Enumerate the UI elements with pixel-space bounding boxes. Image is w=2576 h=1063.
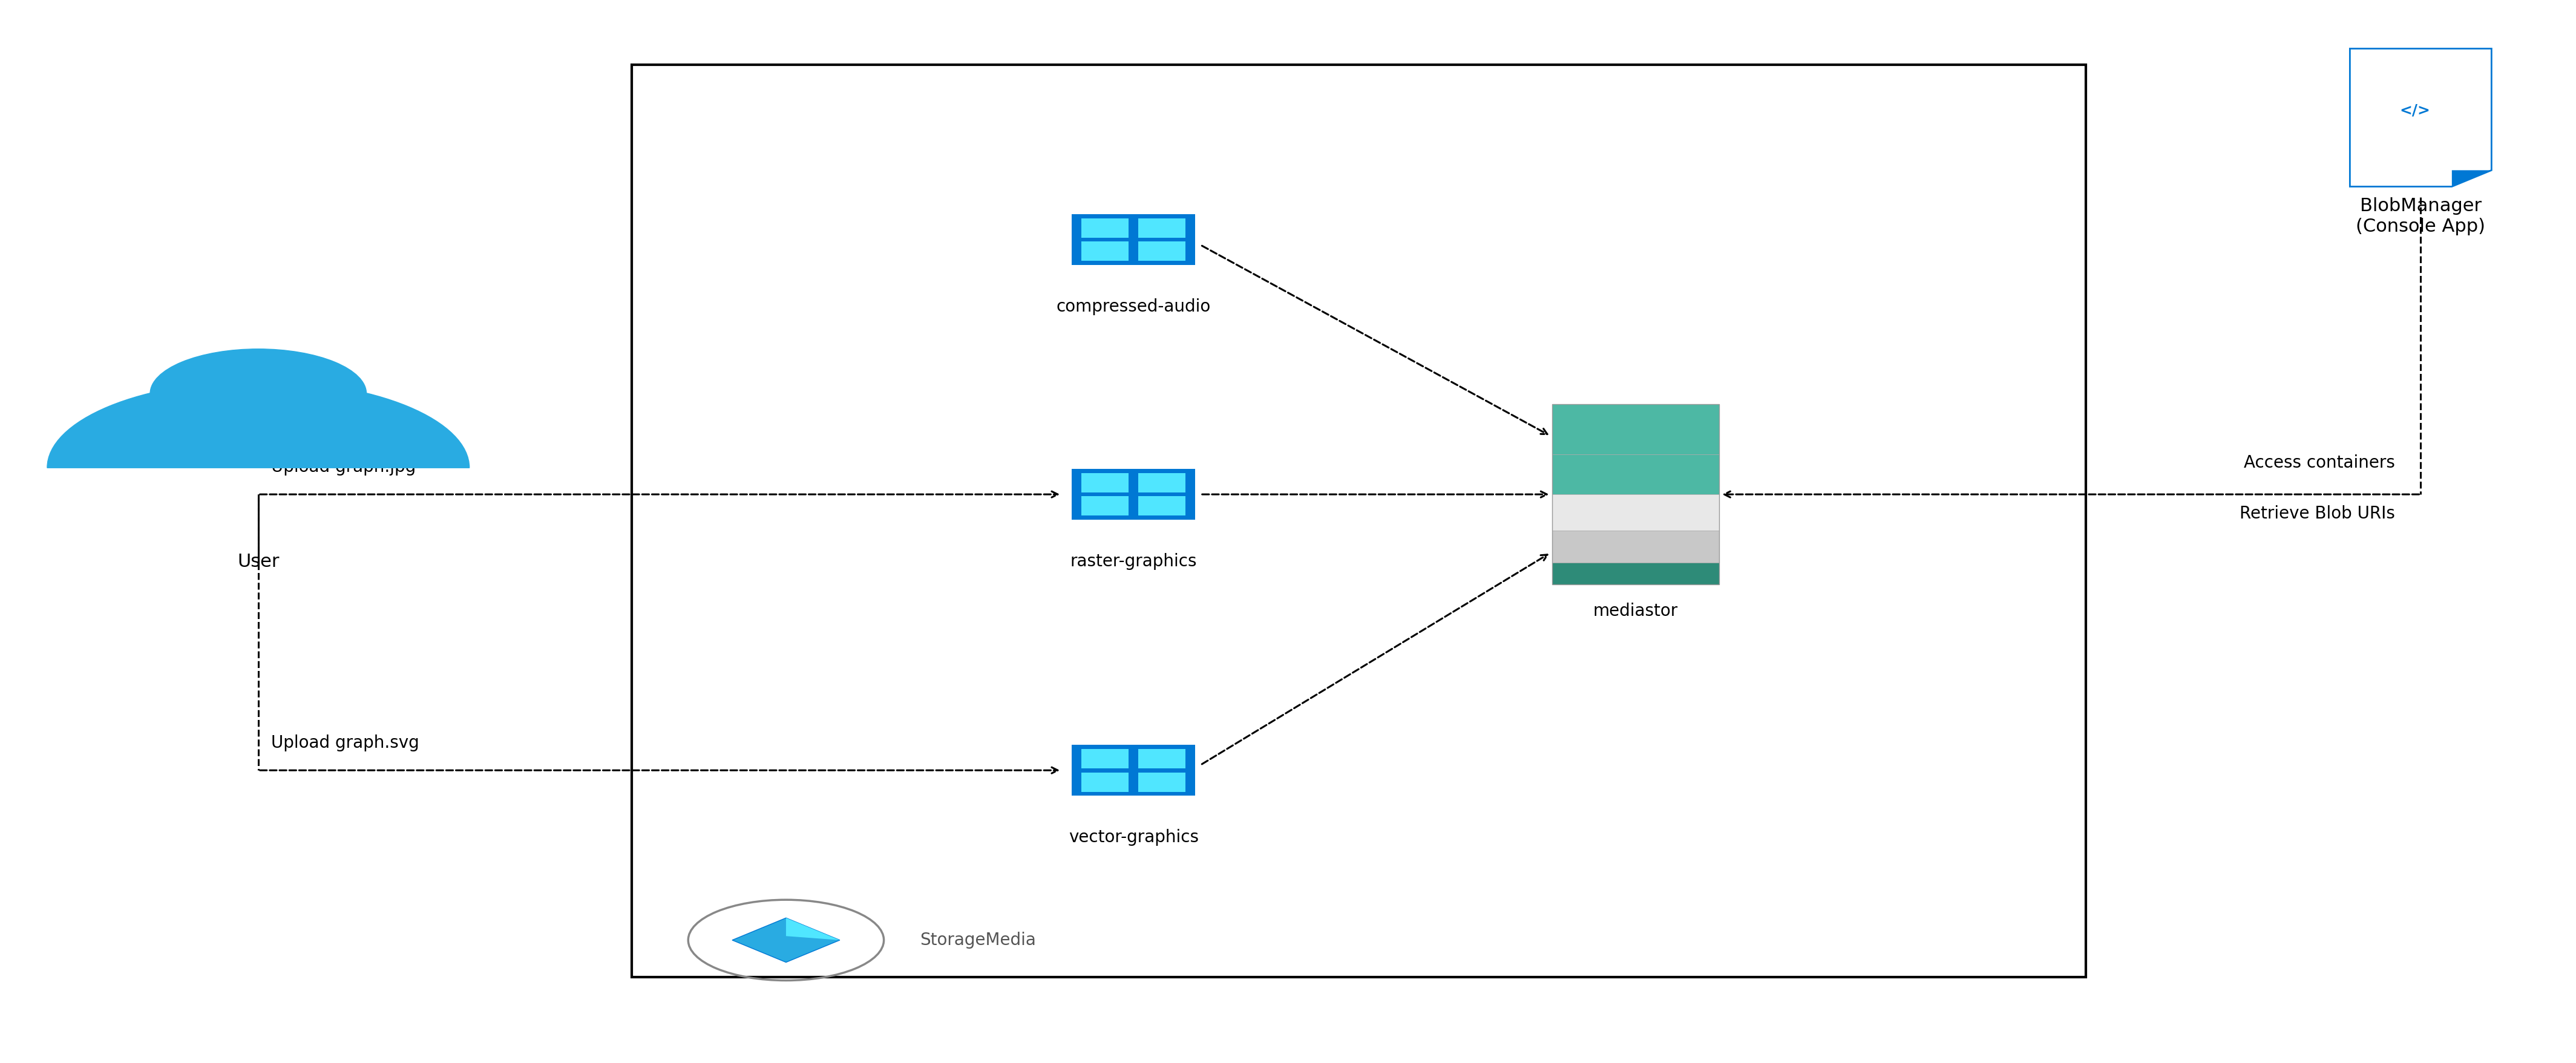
Bar: [1139, 473, 1185, 492]
Text: User: User: [237, 553, 278, 570]
Polygon shape: [786, 918, 840, 940]
Text: StorageMedia: StorageMedia: [920, 931, 1036, 948]
Bar: [1551, 494, 1718, 530]
Bar: [1551, 404, 1718, 455]
Text: </>: </>: [2398, 103, 2429, 118]
Bar: [1082, 218, 1128, 238]
Text: BlobManager
(Console App): BlobManager (Console App): [2357, 197, 2486, 235]
Bar: [1072, 214, 1195, 265]
Bar: [1139, 496, 1185, 516]
Text: mediastor: mediastor: [1592, 603, 1677, 620]
Polygon shape: [2349, 49, 2491, 187]
Circle shape: [149, 349, 366, 438]
Text: Access containers: Access containers: [2244, 454, 2396, 471]
Polygon shape: [2452, 170, 2491, 187]
Bar: [1551, 455, 1718, 494]
Bar: [1072, 745, 1195, 796]
Bar: [1139, 749, 1185, 769]
Bar: [631, 65, 2087, 977]
Text: raster-graphics: raster-graphics: [1069, 553, 1198, 570]
Bar: [1551, 404, 1718, 585]
Bar: [1082, 773, 1128, 792]
Bar: [1072, 469, 1195, 520]
Bar: [1082, 473, 1128, 492]
Bar: [1082, 496, 1128, 516]
Text: Retrieve Blob URIs: Retrieve Blob URIs: [2239, 505, 2396, 522]
Polygon shape: [732, 918, 840, 962]
Bar: [1551, 563, 1718, 585]
Text: Upload graph.jpg: Upload graph.jpg: [270, 458, 415, 475]
Wedge shape: [46, 381, 469, 468]
Bar: [1551, 530, 1718, 563]
Bar: [1139, 218, 1185, 238]
Text: vector-graphics: vector-graphics: [1069, 829, 1198, 845]
Text: compressed-audio: compressed-audio: [1056, 298, 1211, 315]
Text: Upload graph.svg: Upload graph.svg: [270, 735, 420, 752]
Bar: [1082, 241, 1128, 261]
Bar: [1082, 749, 1128, 769]
Bar: [1139, 241, 1185, 261]
Bar: [1139, 773, 1185, 792]
